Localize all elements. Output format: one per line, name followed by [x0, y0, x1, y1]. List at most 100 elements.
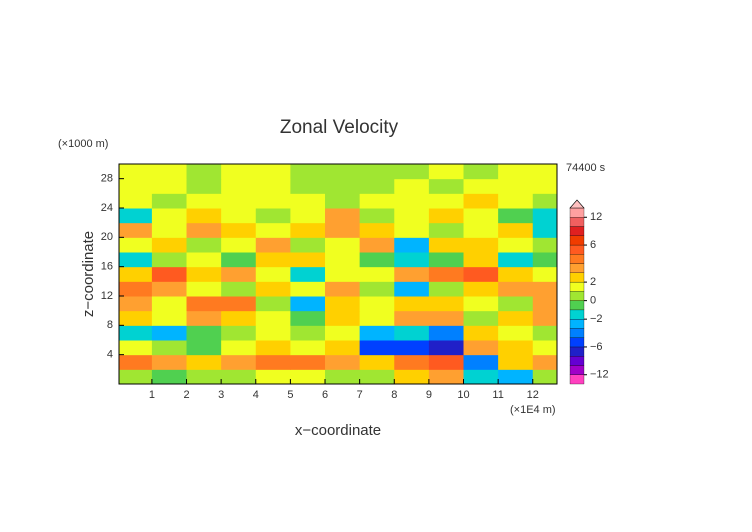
- contour-cell: [186, 325, 222, 341]
- contour-cell: [221, 193, 257, 209]
- contour-cell: [290, 266, 326, 282]
- contour-cell: [463, 222, 499, 238]
- contour-cell: [428, 296, 465, 312]
- x-tick-label: 3: [218, 389, 224, 401]
- contour-cell: [186, 340, 222, 356]
- contour-cell: [186, 281, 222, 297]
- contour-cell: [394, 252, 430, 268]
- contour-cell: [255, 178, 291, 194]
- contour-cell: [359, 222, 395, 238]
- contour-cell: [151, 178, 188, 194]
- contour-cell: [186, 164, 222, 180]
- colorbar-box: [569, 207, 585, 218]
- x-tick-label: 6: [322, 389, 328, 401]
- x-unit: (×1E4 m): [510, 404, 556, 416]
- colorbar-over: [569, 199, 585, 209]
- y-tick-label: 8: [107, 319, 113, 331]
- contour-cell: [498, 296, 534, 312]
- contour-cell: [359, 252, 395, 268]
- contour-cell: [498, 354, 534, 370]
- contour-cell: [325, 281, 361, 297]
- colorbar-label: −12: [590, 369, 609, 381]
- contour-cell: [428, 237, 465, 253]
- contour-cell: [498, 325, 534, 341]
- contour-cell: [498, 340, 534, 356]
- contour-cell: [151, 193, 188, 209]
- contour-cell: [290, 325, 326, 341]
- x-tick-label: 7: [357, 389, 363, 401]
- contour-cell: [463, 340, 499, 356]
- x-tick-label: 5: [287, 389, 293, 401]
- contour-cell: [394, 222, 430, 238]
- contour-cell: [290, 178, 326, 194]
- contour-field: [119, 164, 557, 384]
- contour-cell: [221, 222, 257, 238]
- contour-cell: [255, 222, 291, 238]
- contour-cell: [428, 193, 465, 209]
- contour-cell: [151, 354, 188, 370]
- y-tick-label: 24: [101, 202, 113, 214]
- contour-cell: [290, 208, 326, 224]
- colorbar-box: [569, 319, 585, 329]
- contour-cell: [186, 208, 222, 224]
- contour-cell: [428, 340, 465, 356]
- contour-cell: [498, 369, 534, 384]
- contour-cell: [394, 237, 430, 253]
- colorbar-label: −2: [590, 313, 603, 325]
- contour-cell: [151, 310, 188, 326]
- y-tick-label: 16: [101, 261, 113, 273]
- contour-cell: [394, 281, 430, 297]
- contour-cell: [186, 237, 222, 253]
- contour-cell: [151, 164, 188, 180]
- colorbar-box: [569, 281, 585, 292]
- contour-cell: [532, 281, 557, 297]
- contour-cell: [290, 281, 326, 297]
- y-tick-label: 4: [107, 349, 113, 361]
- contour-cell: [532, 178, 557, 194]
- contour-cell: [359, 193, 395, 209]
- colorbar-box: [569, 272, 585, 283]
- contour-cell: [359, 369, 395, 384]
- contour-cell: [532, 369, 557, 384]
- contour-cell: [325, 266, 361, 282]
- contour-cell: [119, 252, 153, 268]
- contour-cell: [463, 164, 499, 180]
- y-unit: (×1000 m): [58, 138, 108, 150]
- contour-cell: [221, 237, 257, 253]
- contour-cell: [221, 281, 257, 297]
- plot-frame: [118, 163, 558, 385]
- contour-cell: [151, 222, 188, 238]
- contour-cell: [428, 164, 465, 180]
- contour-cell: [325, 252, 361, 268]
- x-tick-label: 10: [457, 389, 469, 401]
- contour-cell: [119, 266, 153, 282]
- contour-cell: [255, 325, 291, 341]
- contour-cell: [394, 354, 430, 370]
- contour-cell: [428, 310, 465, 326]
- colorbar-box: [569, 328, 585, 338]
- contour-cell: [532, 310, 557, 326]
- contour-cell: [186, 296, 222, 312]
- contour-cell: [325, 208, 361, 224]
- contour-cell: [532, 296, 557, 312]
- contour-cell: [119, 237, 153, 253]
- contour-cell: [463, 208, 499, 224]
- contour-cell: [221, 164, 257, 180]
- colorbar-box: [569, 374, 585, 385]
- contour-cell: [221, 354, 257, 370]
- x-tick-label: 2: [183, 389, 189, 401]
- contour-cell: [394, 266, 430, 282]
- contour-cell: [428, 266, 465, 282]
- contour-cell: [463, 369, 499, 384]
- contour-cell: [325, 296, 361, 312]
- contour-cell: [498, 178, 534, 194]
- contour-cell: [359, 281, 395, 297]
- contour-cell: [151, 340, 188, 356]
- contour-cell: [290, 193, 326, 209]
- colorbar-box: [569, 254, 585, 264]
- colorbar-box: [569, 309, 585, 320]
- contour-cell: [186, 369, 222, 384]
- contour-cell: [255, 208, 291, 224]
- contour-cell: [463, 325, 499, 341]
